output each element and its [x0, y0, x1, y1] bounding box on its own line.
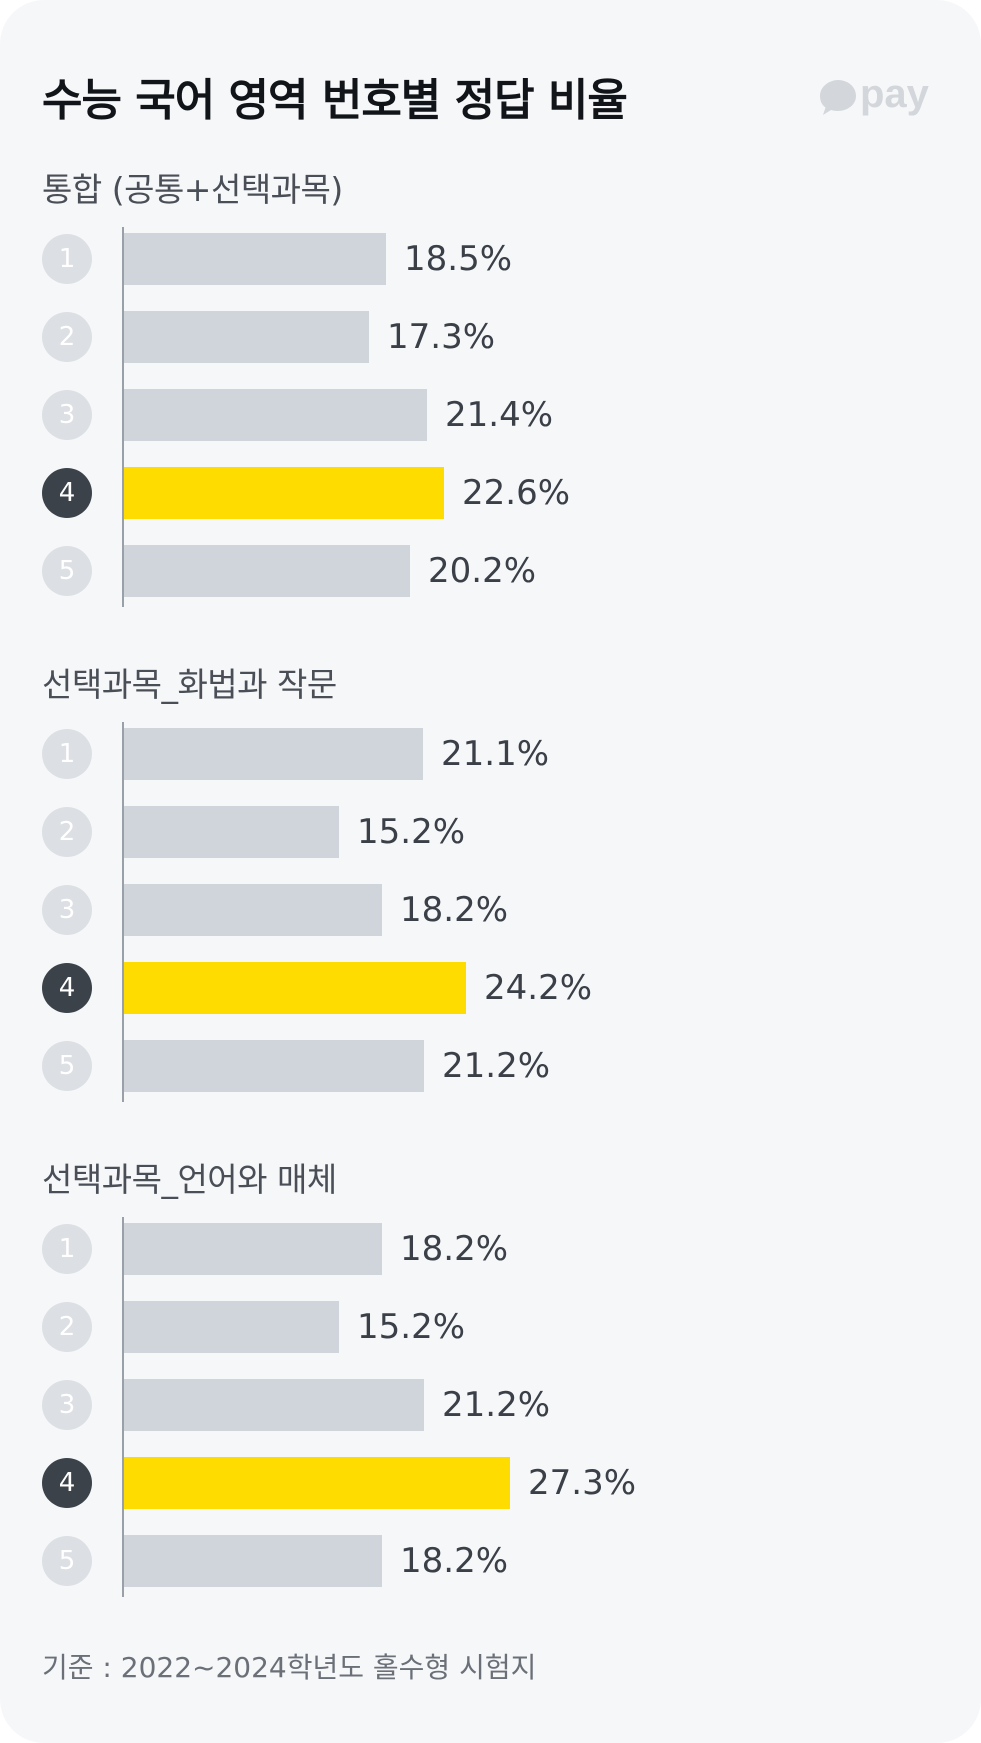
footer-note: 기준 : 2022~2024학년도 홀수형 시험지: [42, 1651, 537, 1684]
data-label: 22.6%: [462, 473, 571, 513]
answer-number-badge: 4: [42, 963, 92, 1013]
data-label: 18.2%: [400, 1229, 509, 1269]
data-label: 17.3%: [387, 317, 496, 357]
bar: [124, 1379, 424, 1431]
answer-number-badge: 5: [42, 1041, 92, 1091]
chart-axis-line: [122, 722, 124, 1102]
bar: [124, 1535, 382, 1587]
data-label: 18.2%: [400, 890, 509, 930]
answer-number-badge: 2: [42, 807, 92, 857]
data-label: 18.5%: [404, 239, 513, 279]
data-label: 15.2%: [357, 812, 466, 852]
answer-number-badge: 4: [42, 468, 92, 518]
data-label: 24.2%: [484, 968, 593, 1008]
logo-text: pay: [860, 74, 930, 116]
bar: [124, 311, 369, 363]
answer-number-badge: 1: [42, 729, 92, 779]
speech-bubble-icon: [820, 80, 856, 115]
answer-number-badge: 3: [42, 885, 92, 935]
bar-highlighted: [124, 962, 466, 1014]
chart-axis-line: [122, 1217, 124, 1597]
data-label: 18.2%: [400, 1541, 509, 1581]
bar-highlighted: [124, 467, 444, 519]
bar: [124, 1223, 382, 1275]
answer-number-badge: 2: [42, 312, 92, 362]
data-label: 21.4%: [445, 395, 554, 435]
data-label: 27.3%: [528, 1463, 637, 1503]
bar: [124, 1301, 339, 1353]
data-label: 21.2%: [442, 1046, 551, 1086]
chart-axis-line: [122, 227, 124, 607]
answer-number-badge: 3: [42, 1380, 92, 1430]
answer-number-badge: 1: [42, 1224, 92, 1274]
data-label: 20.2%: [428, 551, 537, 591]
kakaopay-logo: pay: [820, 74, 930, 116]
answer-number-badge: 2: [42, 1302, 92, 1352]
bar: [124, 233, 386, 285]
chart-title: 통합 (공통+선택과목): [42, 170, 343, 209]
data-label: 21.2%: [442, 1385, 551, 1425]
bar-highlighted: [124, 1457, 510, 1509]
chart-title: 선택과목_언어와 매체: [42, 1160, 337, 1199]
chart-title: 선택과목_화법과 작문: [42, 665, 337, 704]
answer-number-badge: 4: [42, 1458, 92, 1508]
bar: [124, 806, 339, 858]
answer-number-badge: 5: [42, 546, 92, 596]
bar: [124, 1040, 424, 1092]
bar: [124, 545, 410, 597]
answer-number-badge: 3: [42, 390, 92, 440]
bar: [124, 728, 423, 780]
bar: [124, 884, 382, 936]
bar: [124, 389, 427, 441]
answer-number-badge: 1: [42, 234, 92, 284]
answer-number-badge: 5: [42, 1536, 92, 1586]
data-label: 15.2%: [357, 1307, 466, 1347]
page-title: 수능 국어 영역 번호별 정답 비율: [42, 75, 628, 126]
data-label: 21.1%: [441, 734, 550, 774]
